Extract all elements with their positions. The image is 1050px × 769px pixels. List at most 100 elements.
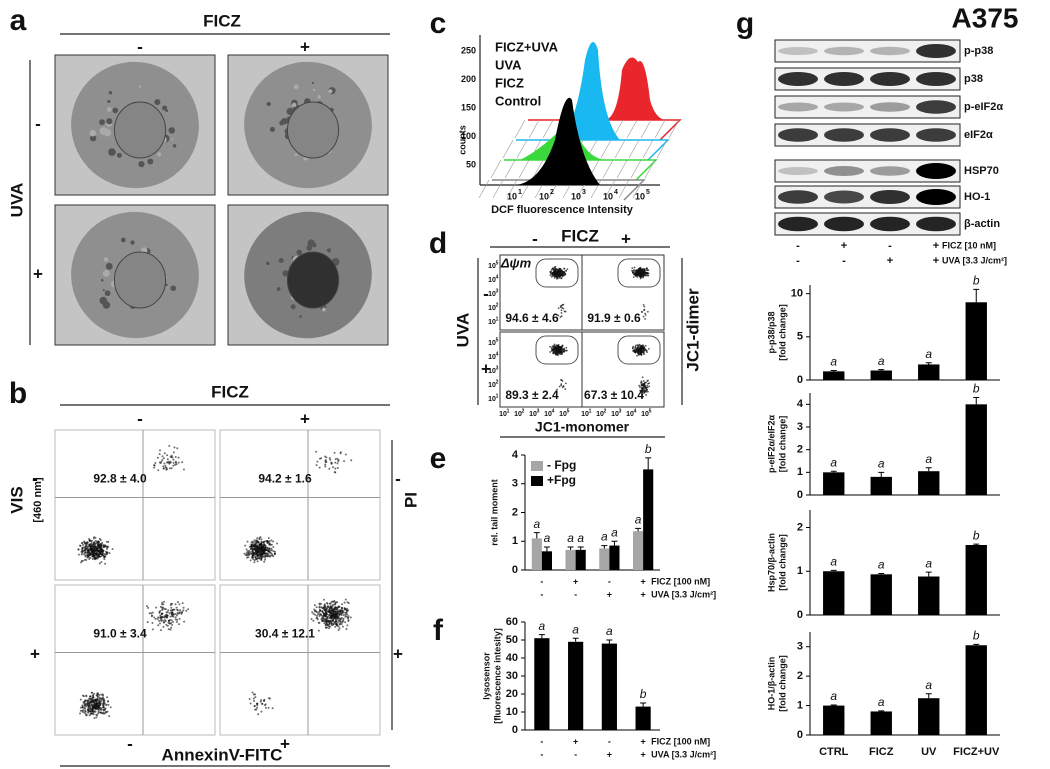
event: [635, 274, 638, 277]
event: [646, 384, 649, 387]
event: [153, 466, 156, 469]
event: [557, 344, 560, 346]
quadrant-value: 30.4 ± 12.1: [255, 627, 315, 641]
event: [334, 625, 337, 628]
event: [166, 461, 169, 464]
event: [328, 457, 331, 460]
event: [350, 459, 353, 462]
event: [260, 557, 263, 560]
event: [268, 542, 271, 545]
error-bar: [878, 369, 885, 371]
event: [96, 699, 99, 702]
event: [92, 554, 95, 557]
event: [322, 612, 325, 615]
organelle: [105, 262, 113, 270]
event: [168, 462, 171, 465]
event: [643, 309, 646, 312]
panel-label: e: [430, 442, 447, 475]
event: [85, 544, 88, 547]
y-tick-label: 50: [506, 634, 518, 646]
event: [166, 614, 169, 617]
organelle: [102, 289, 105, 292]
event: [330, 612, 333, 615]
event: [557, 270, 559, 272]
event: [81, 550, 84, 553]
event: [163, 600, 166, 603]
event: [553, 268, 556, 271]
event: [322, 607, 325, 610]
y-axis-label: rel. tail moment: [489, 479, 499, 546]
event: [564, 388, 567, 390]
event: [148, 612, 151, 615]
event: [107, 703, 110, 706]
event: [318, 466, 321, 469]
x-tick-base: 10: [539, 191, 549, 201]
event: [158, 611, 161, 614]
event: [642, 390, 645, 393]
error-bar: [577, 546, 584, 550]
organelle: [107, 99, 111, 104]
x-tick-label: FICZ+UV: [953, 746, 1000, 758]
treatment-sign: -: [540, 749, 543, 759]
event: [164, 615, 167, 618]
bar: [823, 472, 845, 495]
organelle: [294, 153, 298, 157]
treatment-sign: +: [841, 240, 847, 252]
band: [824, 128, 864, 142]
event: [93, 556, 96, 559]
event: [268, 540, 271, 543]
error-bar: [925, 693, 932, 699]
nucleus: [286, 101, 340, 159]
event: [639, 351, 641, 354]
x-tick-base: 10: [529, 411, 537, 418]
y-tick-label: 0: [797, 609, 803, 621]
event: [161, 601, 164, 604]
event: [163, 608, 166, 611]
event: [644, 314, 647, 316]
event: [158, 449, 161, 452]
treatment-sign: -: [540, 576, 543, 586]
event: [82, 543, 85, 546]
event: [252, 541, 255, 544]
event: [334, 461, 337, 464]
panel-label: f: [433, 614, 444, 647]
event: [637, 270, 639, 273]
y-tick-label: 10: [791, 288, 803, 300]
event: [92, 545, 95, 548]
hatch: [532, 159, 544, 179]
event: [634, 351, 636, 353]
event: [84, 710, 87, 713]
event: [562, 307, 565, 310]
event: [168, 619, 171, 622]
panel-label: g: [736, 7, 754, 40]
event: [150, 615, 153, 618]
event: [97, 692, 100, 695]
y-tick-base: 10: [488, 263, 496, 270]
event: [173, 608, 176, 611]
event: [631, 269, 633, 272]
organelle: [170, 285, 177, 292]
event: [166, 611, 169, 614]
event: [106, 548, 109, 551]
event: [248, 553, 251, 556]
significance-letter: a: [539, 619, 546, 633]
event: [272, 540, 275, 543]
treatment-sign: -: [540, 589, 543, 599]
event: [100, 545, 103, 548]
event: [170, 467, 173, 470]
event: [324, 611, 327, 614]
event: [565, 346, 568, 349]
event: [163, 618, 166, 621]
band: [778, 102, 818, 112]
event: [642, 388, 644, 391]
treatment-name: UVA [3.3 J/cm²]: [942, 255, 1007, 265]
event: [555, 346, 558, 349]
event: [170, 621, 173, 624]
significance-letter: a: [925, 556, 932, 570]
treatment-sign: +: [607, 749, 612, 759]
event: [182, 606, 185, 609]
event: [346, 624, 349, 627]
event: [643, 267, 646, 270]
event: [81, 547, 84, 550]
event: [270, 539, 273, 542]
